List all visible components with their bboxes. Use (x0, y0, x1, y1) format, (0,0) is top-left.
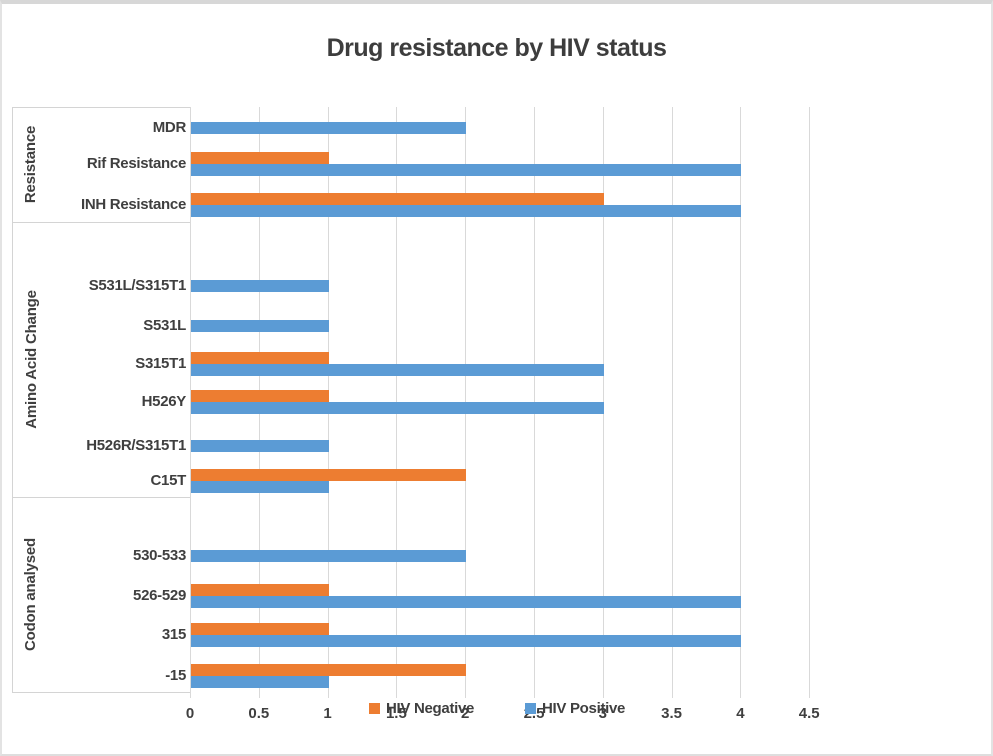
x-tick-label: 1 (323, 705, 332, 722)
bar-hiv-positive (191, 164, 741, 176)
category-group-separator (12, 107, 190, 108)
bar-hiv-negative (191, 664, 466, 676)
bar-hiv-negative (191, 152, 329, 164)
category-label: 315 (161, 626, 186, 643)
category-group-separator (12, 692, 190, 693)
category-label: S315T1 (135, 355, 186, 372)
bar-hiv-positive (191, 596, 741, 608)
bar-hiv-negative (191, 352, 329, 364)
category-group-separator (12, 222, 190, 223)
x-tick-label: 0.5 (248, 705, 270, 722)
bar-hiv-positive (191, 402, 604, 414)
category-axis-left-border (12, 107, 13, 692)
bar-hiv-positive (191, 122, 466, 134)
bar-hiv-positive (191, 481, 329, 493)
x-tick-label: 4.5 (798, 705, 820, 722)
bar-hiv-negative (191, 390, 329, 402)
legend-item-hiv-positive: HIV Positive (525, 699, 626, 717)
bar-hiv-positive (191, 676, 329, 688)
bar-hiv-positive (191, 205, 741, 217)
legend-label: HIV Positive (542, 699, 626, 717)
category-group-separator (12, 497, 190, 498)
category-label: Rif Resistance (86, 155, 186, 172)
x-tick-label: 4 (736, 705, 745, 722)
category-label: 530-533 (133, 547, 186, 564)
category-label: MDR (152, 119, 187, 136)
bar-hiv-positive (191, 635, 741, 647)
gridline (740, 107, 742, 698)
category-label: INH Resistance (80, 196, 186, 213)
legend-item-hiv-negative: HIV Negative (369, 699, 475, 717)
bar-hiv-positive (191, 320, 329, 332)
category-label: 526-529 (133, 587, 186, 604)
category-label: C15T (150, 472, 187, 489)
x-tick-label: 2 (461, 705, 470, 722)
legend-swatch-icon (369, 702, 380, 714)
category-label: H526R/S315T1 (86, 437, 186, 454)
x-tick-label: 3 (598, 705, 607, 722)
gridline (671, 107, 673, 698)
bar-hiv-positive (191, 550, 466, 562)
x-tick-label: 3.5 (661, 705, 683, 722)
plot-area: 0 0.5 1 1.5 2 2.5 3 3.5 4 4.5 Resistance MDR Rif Res… (2, 4, 991, 754)
gridline (809, 107, 811, 698)
bar-hiv-negative (191, 623, 329, 635)
bar-hiv-negative (191, 584, 329, 596)
chart-title: Drug resistance by HIV status (326, 34, 667, 62)
bar-hiv-negative (191, 469, 466, 481)
bar-hiv-positive (191, 440, 329, 452)
x-tick-label: 1.5 (385, 705, 407, 722)
bar-hiv-negative (191, 193, 604, 205)
legend-label: HIV Negative (386, 699, 475, 717)
category-label: S531L (143, 317, 186, 334)
gridline (190, 107, 191, 698)
category-label: H526Y (141, 393, 187, 410)
bar-hiv-positive (191, 364, 604, 376)
category-label: -15 (165, 667, 186, 684)
category-label: S531L/S315T1 (88, 277, 187, 294)
x-tick-label: 0 (185, 705, 195, 722)
bar-hiv-positive (191, 280, 329, 292)
legend-swatch-icon (525, 702, 536, 714)
